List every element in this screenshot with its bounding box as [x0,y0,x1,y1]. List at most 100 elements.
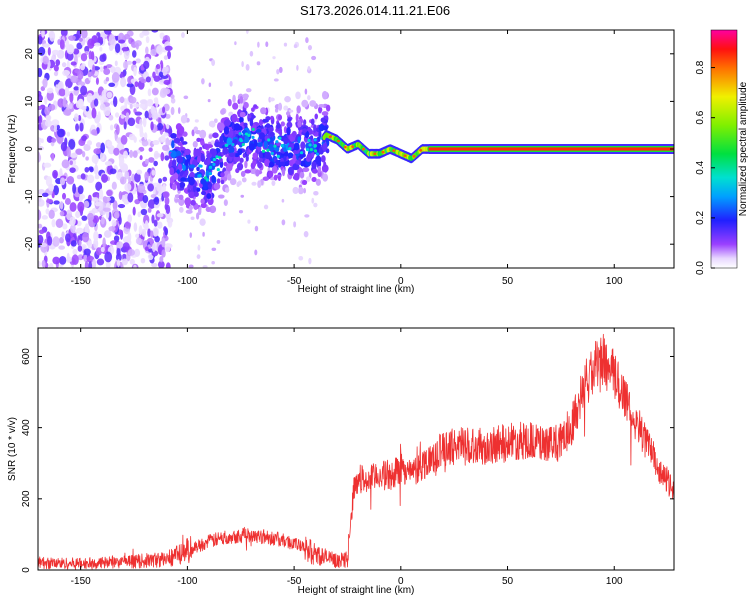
spectrogram-cell [111,219,117,227]
spectrogram-cell [172,172,179,180]
spectrogram-cell [128,176,132,184]
spectrogram-cell [301,179,308,186]
spectrogram-cell [81,215,88,221]
spectrogram-cell [251,135,255,139]
spectrogram-cell [139,155,143,161]
spectrogram-cell [255,169,260,177]
spectrogram-cell [317,165,322,174]
spectrogram-cell [81,232,90,243]
spectrogram-cell [38,105,43,111]
spectrogram-cell [208,172,213,176]
spectrogram-cell [196,137,201,143]
spectrogram-cell [309,147,313,152]
spectrogram-cell [171,183,177,191]
spectrogram-cell [273,78,279,82]
spectrogram-cell [134,111,143,116]
spectrogram-cell [73,86,80,91]
spectrogram-cell [88,261,93,268]
spectrogram-cell [307,138,311,143]
spectrogram-cell [150,194,157,199]
spectrogram-cell [272,56,276,60]
spectrogram-cell [200,202,207,209]
spectrogram-cell [83,200,90,208]
spectrogram-cell [162,88,171,95]
spectrogram-cell [196,155,201,163]
spectrogram-cell [141,140,149,147]
spectrogram-cell [311,176,317,183]
spectrogram-cell [228,129,234,138]
spectrogram-cell [185,153,190,160]
spectrogram-cell [280,143,284,148]
spectrogram-cell [181,32,185,39]
spectrogram-cell [199,146,203,151]
spectrogram-cell [132,60,137,65]
spectrogram-cell [123,121,127,130]
spectrogram-x-label: Height of straight line (km) [298,284,415,295]
spectrogram-cell [167,50,171,60]
spectrogram-cell [64,86,69,98]
spectrogram-cell [325,104,331,112]
spectrogram-cell [311,55,317,61]
spectrogram-cell [69,92,74,103]
spectrogram-cell [62,223,68,230]
spectrogram-cell [262,118,269,123]
spectrogram-cell [94,201,101,207]
spectrogram-cell [283,42,288,47]
spectrogram-cell [112,200,118,211]
spectrogram-cell [275,159,280,166]
spectrogram-cell [101,174,108,183]
spectrogram-cell [265,41,269,48]
spectrogram-cell [313,149,318,153]
spectrogram-cell [135,124,143,129]
snr-x-tick-label: 100 [606,576,623,587]
spectrogram-cell [213,182,221,190]
spectrogram-cell [47,47,51,56]
spectrogram-cell [208,82,212,88]
spectrogram-cell [222,147,229,155]
snr-line [38,333,674,570]
spectrogram-cell [129,258,136,265]
spectrogram-cell [163,79,171,85]
spectrogram-cell [285,111,291,116]
spectrogram-cell [118,216,122,225]
spectrogram-cell [245,88,252,93]
spectrogram-cell [77,70,84,80]
spectrogram-cell [199,129,207,139]
spectrogram-cell [269,131,275,137]
spectrogram-cell [114,112,120,118]
spectrogram-cell [256,61,261,66]
spectrogram-cell [68,35,76,41]
spectrogram-cell [124,97,128,109]
spectrogram-cell [118,191,123,200]
spectrogram-cell [115,253,122,262]
snr-x-tick-label: 50 [502,576,514,587]
spectrogram-cell [38,151,41,162]
spectrogram-cell [43,162,52,168]
spectrogram-cell [144,171,149,181]
spectrogram-cell [208,134,213,139]
spectrogram-cell [55,84,60,94]
spectrogram-cell [281,219,286,226]
spectrogram-cell [152,243,156,253]
spectrogram-cell [245,63,250,71]
spectrogram-cell [77,245,83,252]
spectrogram-cell [55,218,64,228]
spectrogram-cell [127,117,136,127]
spectrogram-cell [80,53,88,62]
spectrogram-cell [147,183,154,192]
spectrogram-cell [200,140,205,146]
spectrogram-cell [155,64,161,70]
spectrogram-cell [258,132,266,140]
spectrogram-cell [189,164,196,169]
spectrogram-cell [197,244,201,251]
spectrogram-cell [46,90,54,101]
spectrogram-cell [295,91,301,100]
spectrogram-cell [98,95,103,101]
spectrogram-cell [52,256,60,265]
spectrogram-cell [156,213,164,218]
spectrogram-cell [322,142,328,152]
spectrogram-cell [85,156,89,161]
spectrogram-y-tick-label: 20 [24,48,35,60]
spectrogram-cell [205,206,212,212]
spectrogram-cell [215,155,219,159]
